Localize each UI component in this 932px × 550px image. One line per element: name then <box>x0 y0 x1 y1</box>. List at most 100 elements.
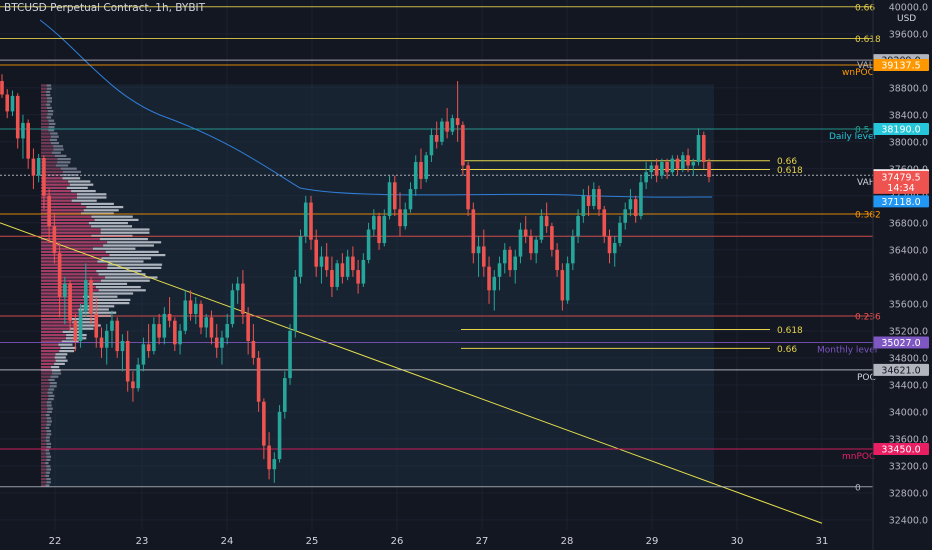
volume-bar-sell <box>41 461 46 465</box>
volume-bar-buy <box>90 298 131 301</box>
y-tick-label: 33200.0 <box>889 461 928 472</box>
volume-bar-sell <box>41 484 46 487</box>
volume-bar-sell <box>41 423 47 426</box>
candle-body <box>681 155 685 169</box>
volume-bar-sell <box>41 177 63 180</box>
level-label: 0.382 <box>855 211 881 221</box>
volume-bar-sell <box>41 394 49 397</box>
candle-body <box>351 256 355 271</box>
price-tag-label: 35027.0 <box>881 338 920 349</box>
candle-body <box>633 199 638 217</box>
candle-body <box>340 263 345 277</box>
candle-body <box>162 313 167 338</box>
volume-bar-buy <box>107 241 162 244</box>
volume-bar-sell <box>41 429 47 433</box>
volume-bar-sell <box>41 215 92 218</box>
candle-body <box>167 313 172 321</box>
volume-bar-sell <box>41 433 47 436</box>
candle-body <box>482 246 486 267</box>
volume-bar-sell <box>41 247 93 250</box>
price-tag-sublabel: 14:34 <box>887 183 914 194</box>
volume-bar-buy <box>73 324 101 327</box>
candle-body <box>707 162 711 177</box>
candle-body <box>571 236 575 264</box>
volume-bar-buy <box>46 423 51 426</box>
volume-bar-buy <box>46 93 51 97</box>
volume-bar-sell <box>41 260 98 263</box>
candle-body <box>36 157 41 176</box>
volume-bar-buy <box>48 122 56 125</box>
volume-bar-buy <box>54 356 66 359</box>
y-tick-label: 36000.0 <box>889 272 928 283</box>
volume-bar-sell <box>41 388 49 391</box>
volume-bar-buy <box>62 177 81 180</box>
volume-bar-sell <box>41 330 63 333</box>
candle-body <box>424 155 428 179</box>
level-label: 0 <box>855 483 861 493</box>
candle-body <box>220 337 224 348</box>
volume-bar-buy <box>100 231 150 234</box>
volume-bar-sell <box>41 84 47 87</box>
volume-bar-buy <box>101 257 152 260</box>
volume-bar-sell <box>41 269 97 273</box>
volume-bar-buy <box>105 250 159 253</box>
level-label: Monthly level <box>817 346 877 356</box>
candle-body <box>429 135 434 156</box>
candle-body <box>356 270 360 284</box>
candle-body <box>565 263 570 301</box>
level-label: Daily level <box>829 132 876 142</box>
candle-body <box>377 216 381 244</box>
volume-bar-buy <box>55 164 69 167</box>
volume-bar-sell <box>41 362 55 365</box>
candle-body <box>188 300 193 314</box>
volume-bar-sell <box>41 145 54 148</box>
volume-bar-buy <box>48 129 55 132</box>
fib-label: 0.618 <box>777 326 803 336</box>
volume-bar-sell <box>41 141 51 145</box>
candle-body <box>94 313 99 338</box>
candle-body <box>529 236 533 254</box>
candle-body <box>136 364 140 389</box>
volume-bar-sell <box>41 477 47 481</box>
volume-bar-buy <box>45 484 50 487</box>
volume-bar-buy <box>83 209 119 212</box>
volume-bar-sell <box>41 218 95 221</box>
candle-body <box>214 337 219 348</box>
y-tick-label: 40000.0 <box>889 2 928 13</box>
volume-bar-buy <box>60 167 77 170</box>
volume-bar-buy <box>107 263 163 266</box>
volume-bar-buy <box>46 477 51 481</box>
volume-bar-sell <box>41 391 48 394</box>
volume-bar-sell <box>41 189 72 193</box>
volume-bar-sell <box>41 327 70 330</box>
candle-body <box>277 411 282 460</box>
candle-body <box>392 182 397 210</box>
volume-bar-buy <box>60 346 77 349</box>
volume-bar-sell <box>41 481 47 484</box>
volume-bar-sell <box>41 353 56 356</box>
candle-body <box>330 270 334 287</box>
candle-body <box>173 320 177 345</box>
volume-bar-buy <box>45 474 50 477</box>
x-tick-label: 23 <box>136 536 149 547</box>
volume-bar-sell <box>41 122 49 125</box>
candle-body <box>57 253 62 298</box>
candle-body <box>649 165 654 173</box>
volume-bar-buy <box>95 285 141 289</box>
volume-bar-buy <box>76 193 107 196</box>
volume-bar-buy <box>45 449 50 452</box>
volume-bar-buy <box>49 138 58 141</box>
volume-bar-buy <box>63 170 82 173</box>
candle-body <box>461 124 465 166</box>
candle-body <box>623 209 628 223</box>
candle-body <box>0 81 4 95</box>
volume-bar-buy <box>52 372 62 375</box>
candle-body <box>586 195 591 206</box>
candle-body <box>366 229 371 260</box>
y-tick-label: 35600.0 <box>889 299 928 310</box>
x-tick-label: 22 <box>49 536 62 547</box>
price-tag <box>873 58 929 71</box>
level-label: mnPOC <box>842 452 875 462</box>
volume-bar-sell <box>41 378 49 381</box>
